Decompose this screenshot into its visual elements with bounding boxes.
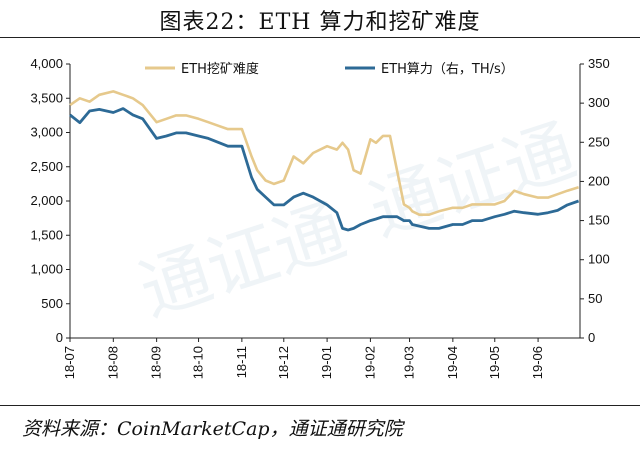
chart-title: 图表22：ETH 算力和挖矿难度 — [159, 10, 481, 35]
x-tick-label: 18-07 — [62, 346, 77, 379]
x-tick-label: 19-06 — [530, 346, 545, 379]
x-tick-label: 18-11 — [234, 346, 249, 378]
legend-label: ETH算力（右，TH/s） — [381, 62, 514, 77]
x-tick-label: 19-02 — [362, 346, 377, 379]
hashrate-series-line — [69, 107, 580, 232]
right-tick-label: 0 — [588, 330, 595, 345]
right-tick-label: 150 — [588, 213, 610, 228]
right-tick-label: 350 — [588, 56, 610, 71]
source-note: 资料来源：CoinMarketCap，通证通研究院 — [22, 418, 403, 440]
left-tick-label: 2,500 — [30, 159, 63, 174]
chart-svg: 通证通 通证通 05001,0001,5002,0002,5003,0003,5… — [30, 56, 610, 379]
left-tick-label: 3,500 — [30, 90, 63, 105]
difficulty-series-line — [69, 90, 579, 216]
left-tick-label: 4,000 — [30, 56, 63, 71]
title-divider — [0, 37, 640, 38]
x-tick-label: 18-09 — [149, 346, 164, 379]
right-tick-label: 50 — [588, 291, 602, 306]
x-tick-label: 19-03 — [402, 346, 417, 379]
left-tick-label: 500 — [41, 296, 63, 311]
right-tick-label: 200 — [588, 173, 610, 188]
left-tick-label: 1,500 — [30, 227, 63, 242]
left-tick-label: 3,000 — [30, 125, 63, 140]
x-tick-label: 19-04 — [445, 346, 460, 379]
watermark: 通证通 通证通 — [130, 109, 585, 332]
x-tick-label: 18-08 — [105, 346, 120, 379]
left-tick-label: 2,000 — [30, 193, 63, 208]
right-tick-label: 300 — [588, 95, 610, 110]
right-tick-label: 100 — [588, 252, 610, 267]
svg-text:通证通: 通证通 — [130, 189, 355, 332]
x-tick-label: 18-12 — [276, 346, 291, 379]
source-divider — [0, 405, 640, 406]
legend-label: ETH挖矿难度 — [181, 61, 259, 77]
right-tick-label: 250 — [588, 134, 610, 149]
left-tick-label: 1,000 — [30, 262, 63, 277]
x-tick-label: 19-01 — [319, 346, 334, 379]
svg-text:通证通: 通证通 — [360, 109, 585, 252]
left-tick-label: 0 — [56, 330, 63, 345]
x-tick-label: 18-10 — [191, 346, 206, 379]
x-tick-label: 19-05 — [487, 346, 502, 379]
